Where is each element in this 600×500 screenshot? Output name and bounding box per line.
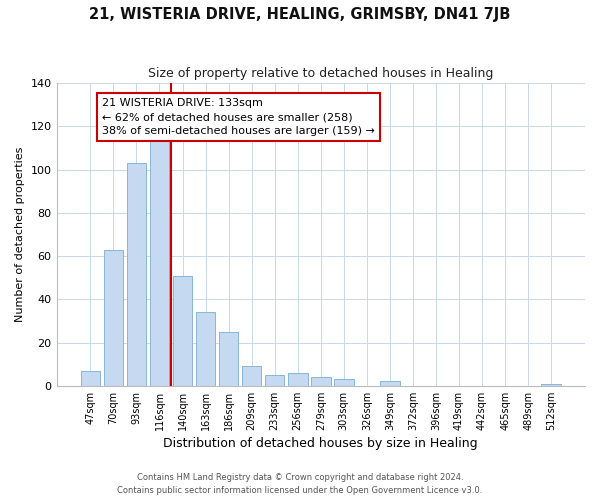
X-axis label: Distribution of detached houses by size in Healing: Distribution of detached houses by size …	[163, 437, 478, 450]
Bar	[173, 276, 193, 386]
Bar	[196, 312, 215, 386]
Bar	[311, 377, 331, 386]
Y-axis label: Number of detached properties: Number of detached properties	[15, 147, 25, 322]
Title: Size of property relative to detached houses in Healing: Size of property relative to detached ho…	[148, 68, 493, 80]
Bar	[265, 375, 284, 386]
Bar	[80, 370, 100, 386]
Bar	[380, 382, 400, 386]
Bar	[127, 163, 146, 386]
Bar	[541, 384, 561, 386]
Bar	[219, 332, 238, 386]
Bar	[149, 140, 169, 386]
Bar	[104, 250, 123, 386]
Bar	[288, 373, 308, 386]
Text: 21 WISTERIA DRIVE: 133sqm
← 62% of detached houses are smaller (258)
38% of semi: 21 WISTERIA DRIVE: 133sqm ← 62% of detac…	[102, 98, 375, 136]
Bar	[334, 380, 353, 386]
Bar	[242, 366, 262, 386]
Text: Contains HM Land Registry data © Crown copyright and database right 2024.
Contai: Contains HM Land Registry data © Crown c…	[118, 474, 482, 495]
Text: 21, WISTERIA DRIVE, HEALING, GRIMSBY, DN41 7JB: 21, WISTERIA DRIVE, HEALING, GRIMSBY, DN…	[89, 8, 511, 22]
